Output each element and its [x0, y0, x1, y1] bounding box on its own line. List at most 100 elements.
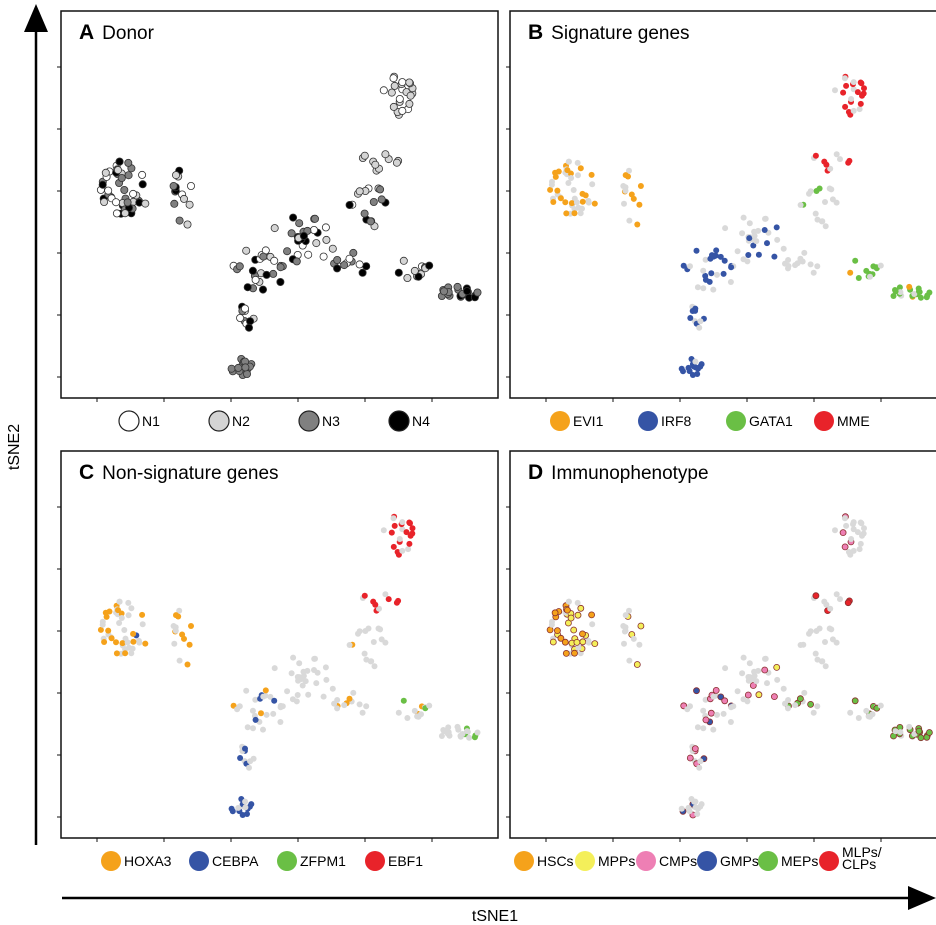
data-point	[750, 242, 757, 249]
y-axis-label: tSNE2	[6, 424, 23, 470]
data-point	[333, 255, 342, 264]
data-point	[620, 623, 627, 629]
data-point	[188, 623, 194, 629]
data-point	[250, 725, 256, 732]
data-point	[382, 591, 389, 598]
data-point	[822, 663, 829, 670]
data-point	[312, 655, 318, 662]
data-point	[812, 592, 820, 600]
panel-title: A Donor	[79, 21, 155, 44]
data-point	[579, 198, 586, 205]
data-point	[785, 705, 791, 712]
data-point	[577, 210, 584, 217]
data-point	[128, 650, 135, 657]
data-point	[562, 199, 569, 206]
data-point	[411, 707, 418, 714]
data-point	[309, 225, 318, 234]
data-point	[823, 161, 830, 168]
legend-label: N4	[412, 413, 430, 429]
data-point	[548, 181, 555, 188]
data-point	[621, 640, 627, 647]
data-point	[867, 273, 873, 280]
data-point	[746, 675, 753, 682]
data-point	[717, 253, 724, 260]
data-point	[708, 270, 715, 277]
data-point	[843, 82, 850, 89]
data-point	[300, 672, 307, 679]
data-point	[100, 197, 109, 206]
data-point	[227, 364, 236, 373]
data-point	[252, 696, 259, 703]
data-point	[812, 210, 819, 217]
data-point	[395, 95, 404, 104]
data-point	[762, 215, 769, 222]
panel-letter: C	[79, 461, 94, 484]
data-point	[810, 269, 817, 276]
data-point	[702, 276, 709, 283]
data-point	[547, 186, 554, 193]
data-point	[322, 664, 329, 671]
data-point	[842, 103, 849, 110]
data-point	[379, 86, 388, 95]
data-point	[574, 611, 582, 619]
data-point	[345, 200, 354, 209]
panel-title-text: Non-signature genes	[102, 463, 278, 484]
data-point	[392, 158, 401, 167]
data-point	[755, 227, 762, 234]
data-point	[415, 713, 422, 720]
data-point	[926, 289, 933, 296]
data-point	[897, 289, 904, 296]
data-point	[855, 275, 862, 281]
data-point	[320, 693, 327, 700]
x-axis-label: tSNE1	[472, 908, 518, 925]
data-point	[749, 682, 757, 689]
legend-label: MME	[837, 413, 870, 429]
data-point	[400, 697, 407, 704]
data-point	[847, 709, 854, 716]
data-point	[296, 660, 303, 667]
data-point	[334, 705, 341, 712]
data-point	[242, 246, 251, 255]
data-point	[101, 168, 110, 177]
data-point	[744, 691, 752, 699]
data-point	[694, 371, 701, 377]
data-point	[577, 165, 584, 172]
data-point	[785, 257, 792, 263]
data-point	[636, 641, 643, 648]
data-point	[183, 220, 192, 229]
data-point	[116, 598, 123, 605]
data-point	[361, 592, 368, 599]
data-point	[356, 628, 363, 635]
data-point	[128, 605, 135, 612]
data-point	[697, 318, 704, 325]
data-point	[175, 216, 184, 225]
legend-label: CMPs	[659, 853, 697, 869]
data-point	[277, 719, 284, 725]
data-point	[828, 186, 835, 193]
data-point	[697, 803, 704, 810]
legend-marker	[388, 410, 410, 432]
data-point	[844, 599, 852, 607]
data-point	[694, 284, 701, 291]
data-point	[346, 642, 353, 648]
data-point	[829, 196, 836, 203]
legend-label: EVI1	[573, 413, 604, 429]
data-point	[459, 731, 466, 737]
data-point	[564, 167, 571, 174]
data-point	[696, 764, 703, 771]
data-point	[848, 96, 855, 102]
data-point	[113, 650, 120, 657]
data-point	[915, 727, 923, 735]
data-point	[707, 709, 715, 717]
data-point	[244, 323, 253, 332]
data-point	[246, 803, 253, 810]
data-point	[797, 695, 804, 703]
data-point	[130, 630, 137, 637]
data-point	[390, 543, 397, 550]
data-point	[323, 676, 330, 683]
legend-label: N1	[142, 413, 160, 429]
data-point	[710, 726, 717, 733]
data-point	[867, 713, 873, 720]
data-point	[773, 664, 781, 671]
data-point	[119, 640, 126, 647]
